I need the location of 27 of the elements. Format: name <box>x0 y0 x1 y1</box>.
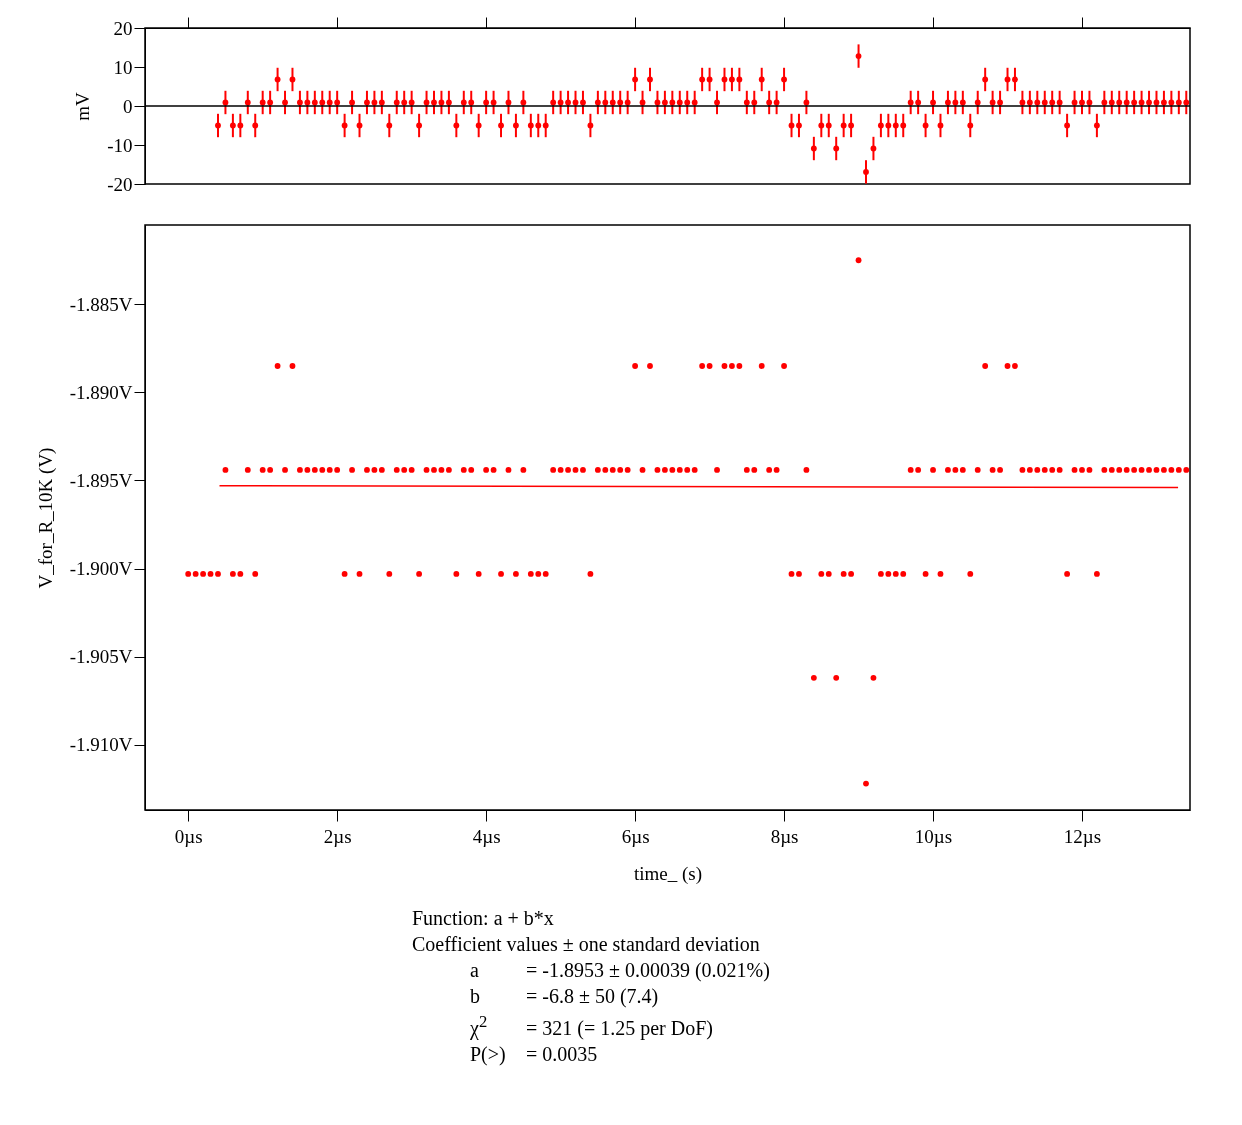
y-tick-label: 10 <box>113 56 133 78</box>
x-tick-label: 0µs <box>174 825 203 847</box>
x-tick-label: 10µs <box>914 825 953 847</box>
y-axis-title: mV <box>72 91 94 121</box>
y-tick-label: 20 <box>113 17 133 39</box>
x-tick-label: 8µs <box>770 825 799 847</box>
x-axis-title: time_ (s) <box>633 862 703 885</box>
y-tick-label: -1.905V <box>69 646 133 668</box>
y-tick-label: 0 <box>123 95 133 117</box>
text: P(>) = 0.0035 <box>470 1041 598 1067</box>
x-tick-label: 6µs <box>621 825 650 847</box>
text: b = -6.8 ± 50 (7.4) <box>470 985 659 1007</box>
text: χ$^{2}$ = 321 (= 1.25 per DoF) <box>470 1012 713 1039</box>
y-axis-title: V_for_R_10K (V) <box>34 447 57 589</box>
x-tick-label: 2µs <box>323 825 352 847</box>
y-tick-label: -1.895V <box>69 470 133 491</box>
text: Function: a + b*x <box>412 906 555 931</box>
y-tick-label: -1.890V <box>69 381 133 403</box>
y-tick-label: -20 <box>107 173 133 195</box>
y-tick-label: -1.910V <box>69 734 133 756</box>
x-tick-label: 4µs <box>472 825 501 847</box>
y-tick-label: -1.900V <box>69 558 133 580</box>
x-tick-label: 12µs <box>1063 825 1102 847</box>
y-tick-label: -1.885V <box>69 293 133 315</box>
text: Coefficient values ± one standard deviation <box>412 932 761 957</box>
text: a = -1.8953 ± 0.00039 (0.021%) <box>470 959 770 981</box>
y-tick-label: -10 <box>107 134 133 156</box>
